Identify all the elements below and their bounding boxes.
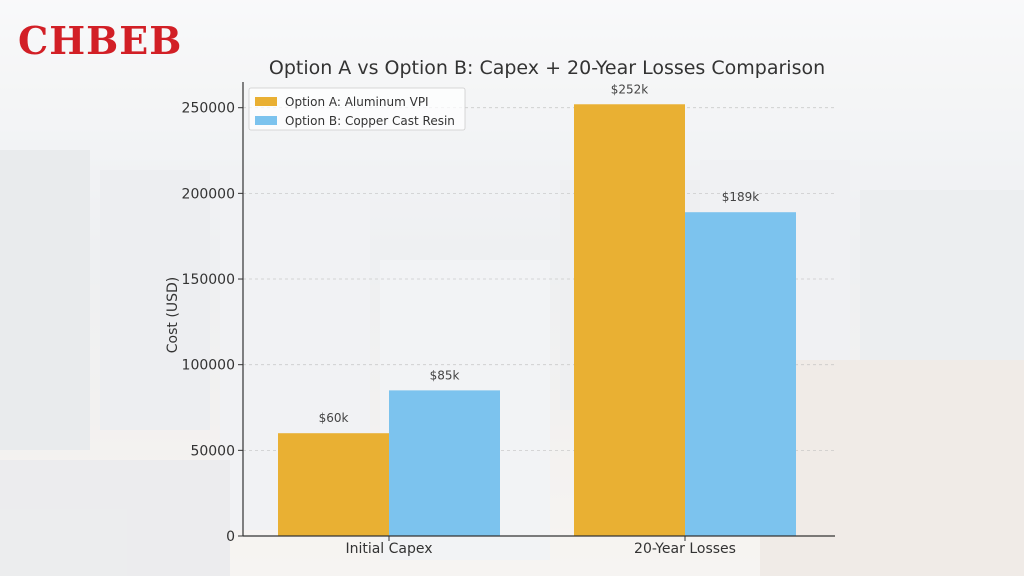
legend-entry: Option A: Aluminum VPI	[285, 95, 429, 109]
bar-data-label: $189k	[722, 190, 760, 204]
y-tick-label: 250000	[182, 101, 235, 117]
legend-swatch	[255, 97, 277, 106]
bar	[574, 104, 685, 536]
y-tick-label: 200000	[182, 186, 235, 202]
bar	[278, 433, 389, 536]
axes	[242, 82, 835, 537]
bar-data-label: $60k	[319, 411, 349, 425]
bars: $60k $85k $252k $189k	[278, 82, 796, 536]
y-tick-label: 50000	[190, 443, 235, 459]
x-tick-label: 20-Year Losses	[634, 541, 736, 557]
brand-logo: CHBEB	[18, 18, 183, 63]
chart-title: Option A vs Option B: Capex + 20-Year Lo…	[269, 57, 825, 79]
x-tick-label: Initial Capex	[345, 541, 432, 557]
y-tick-label: 100000	[182, 358, 235, 374]
legend-swatch	[255, 116, 277, 125]
bar	[389, 390, 500, 536]
bar-data-label: $252k	[611, 82, 649, 96]
x-axis-ticks: Initial Capex 20-Year Losses	[345, 536, 736, 557]
y-axis-ticks: 0 50000 100000 150000 200000 250000	[182, 101, 243, 545]
legend-box	[248, 87, 466, 131]
bar	[685, 212, 796, 536]
bar-data-label: $85k	[430, 368, 460, 382]
legend-entry: Option B: Copper Cast Resin	[285, 114, 455, 128]
y-tick-label: 150000	[182, 272, 235, 288]
y-tick-label: 0	[226, 529, 235, 545]
y-axis-label: Cost (USD)	[165, 277, 181, 353]
legend: Option A: Aluminum VPI Option B: Copper C…	[248, 87, 466, 131]
